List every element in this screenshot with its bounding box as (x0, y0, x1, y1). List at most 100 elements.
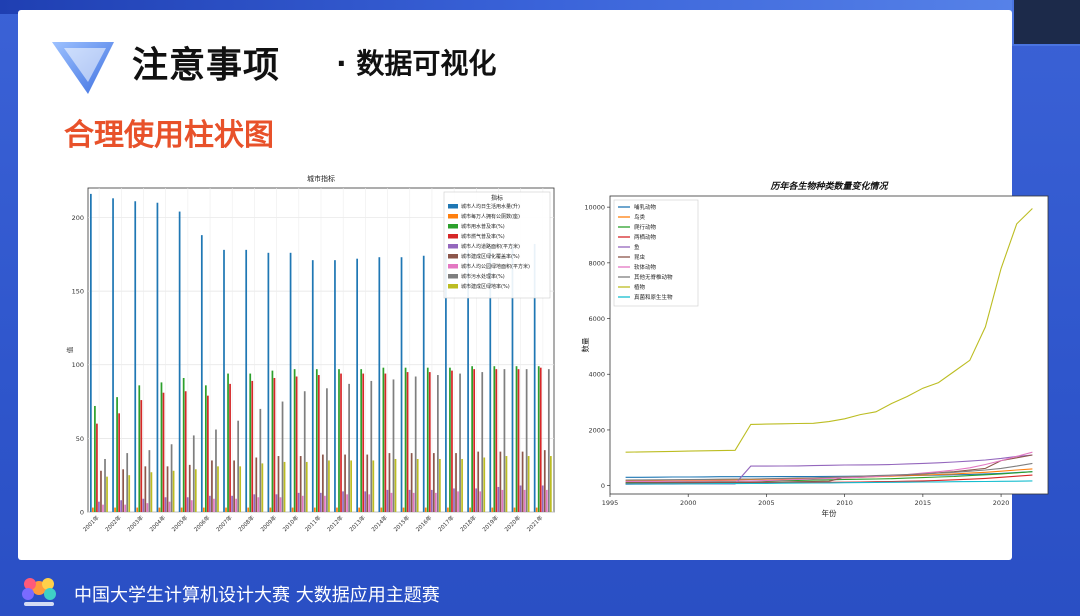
bar (523, 489, 526, 512)
section-heading: 合理使用柱状图 (64, 118, 274, 153)
x-tick-label: 2015 (915, 499, 932, 507)
bar (295, 376, 298, 512)
bar (271, 370, 274, 512)
bar (322, 454, 324, 512)
bar (136, 507, 139, 512)
bar (517, 369, 520, 512)
bar (501, 489, 504, 512)
bar (451, 370, 453, 512)
series-line (625, 208, 1033, 453)
bar (422, 255, 425, 512)
x-tick-label: 2021年 (525, 513, 545, 533)
bar (178, 211, 181, 512)
bar (162, 392, 165, 512)
legend-entry: 其他无脊椎动物 (634, 273, 673, 281)
bar (477, 451, 480, 512)
legend-entry: 哺乳动物 (634, 203, 657, 211)
bar (313, 507, 316, 512)
legend-entry: 城市人均公园绿地面积(平方米) (461, 263, 530, 270)
bar (209, 495, 211, 512)
legend-swatch (448, 254, 458, 259)
bar (229, 383, 231, 512)
bar (392, 379, 395, 512)
y-tick-label: 150 (72, 288, 84, 296)
bar (475, 488, 478, 512)
x-tick-label: 2010 (836, 499, 853, 507)
footer-text: 中国大学生计算机设计大赛 大数据应用主题赛 (74, 585, 440, 606)
legend-entry: 城市建成区绿地率(%) (461, 283, 510, 290)
series-line (625, 454, 1033, 484)
bar (112, 198, 114, 513)
bar (549, 456, 552, 512)
bar (293, 369, 296, 512)
bar (283, 461, 286, 512)
bar (366, 454, 369, 512)
bar (428, 372, 431, 512)
chart-title: 城市指标 (307, 174, 335, 183)
bar (489, 248, 492, 512)
bar (140, 400, 143, 512)
bar (281, 401, 284, 512)
bar (289, 252, 292, 513)
bar (537, 366, 540, 512)
bar (406, 372, 409, 512)
x-tick-label: 2009年 (259, 513, 279, 533)
y-tick-label: 100 (72, 361, 84, 369)
bar (223, 249, 225, 512)
bar (239, 466, 242, 512)
bar (348, 383, 350, 512)
bar (384, 373, 387, 512)
chart-title: 历年各生物种类数量变化情况 (769, 181, 889, 192)
bar (114, 507, 116, 512)
bar (449, 367, 451, 512)
series-line (625, 480, 1033, 485)
bar (372, 460, 375, 512)
x-tick-label: 2003年 (125, 513, 145, 533)
bar (386, 489, 389, 512)
bar (253, 494, 256, 512)
bar (503, 369, 506, 512)
bar (338, 369, 340, 512)
bar (350, 460, 352, 512)
legend-swatch (448, 214, 458, 219)
bar (346, 494, 348, 512)
x-tick-label: 2012年 (325, 513, 345, 533)
bar (457, 491, 459, 512)
bar (89, 193, 92, 512)
bar (424, 507, 427, 512)
bar (166, 466, 169, 512)
bar (146, 503, 149, 512)
bar (247, 507, 250, 512)
legend-box (443, 191, 551, 299)
legend-entry: 城市用水普及率(%) (461, 223, 505, 230)
bar (511, 246, 514, 512)
bar (231, 495, 233, 512)
bar (336, 507, 338, 512)
bar (160, 382, 163, 512)
bar (172, 470, 175, 512)
bar (299, 456, 302, 512)
bar (380, 507, 383, 512)
bar (237, 420, 240, 512)
legend-entry: 昆虫 (634, 253, 646, 261)
bar (515, 366, 518, 512)
bar (410, 453, 413, 512)
bar (334, 260, 336, 512)
bar (235, 498, 237, 512)
bar (527, 456, 530, 512)
legend-entry: 城市每万人拥有公厕数(座) (461, 213, 520, 220)
bar (481, 372, 484, 512)
bar (170, 444, 173, 512)
bar (356, 258, 359, 512)
bar (297, 492, 300, 512)
bar (158, 507, 161, 512)
bar (541, 485, 544, 512)
bar (257, 497, 260, 512)
bar (192, 435, 195, 512)
x-tick-label: 2000 (680, 499, 697, 507)
bar (98, 501, 100, 512)
bar (267, 252, 270, 513)
x-tick-label: 2006年 (192, 513, 212, 533)
bar (245, 249, 248, 512)
bar (227, 373, 229, 512)
